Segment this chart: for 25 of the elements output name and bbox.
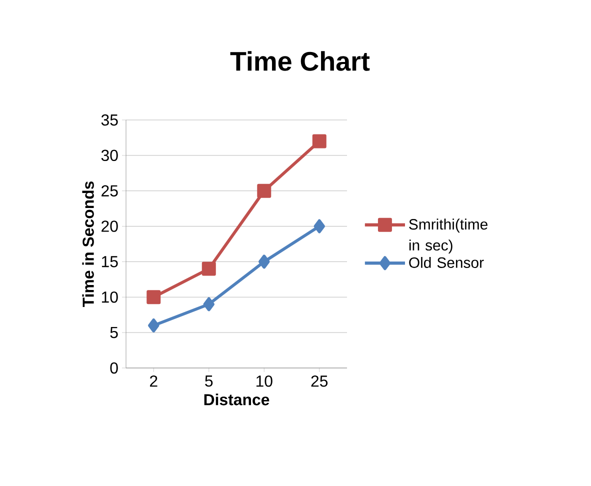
y-tick-label: 35 <box>101 114 118 126</box>
point <box>258 254 270 269</box>
legend-label: Old Sensor <box>409 256 484 268</box>
point <box>148 318 160 332</box>
x-tick-label: 5 <box>205 376 213 387</box>
y-tick-label: 20 <box>102 220 118 232</box>
y-tick-label: 10 <box>102 291 118 303</box>
x-tick-label: 25 <box>311 376 328 387</box>
x-axis-title: Distance <box>204 394 270 406</box>
chart-title: Time Chart <box>230 51 370 71</box>
point <box>203 297 215 312</box>
x-tick-label: 2 <box>150 376 158 387</box>
point <box>314 219 326 234</box>
point <box>146 290 161 304</box>
point <box>312 134 326 148</box>
point <box>257 184 272 198</box>
legend-label: Smrithi(time in sec) <box>409 218 488 254</box>
y-tick-label: 0 <box>110 362 118 374</box>
y-axis-title: Time in Seconds <box>82 181 94 307</box>
y-tick-label: 5 <box>110 326 118 338</box>
y-tick-label: 25 <box>102 185 118 196</box>
y-tick-label: 30 <box>101 150 118 162</box>
y-tick-label: 15 <box>102 256 118 268</box>
point <box>202 262 216 276</box>
x-tick-label: 10 <box>256 376 272 387</box>
